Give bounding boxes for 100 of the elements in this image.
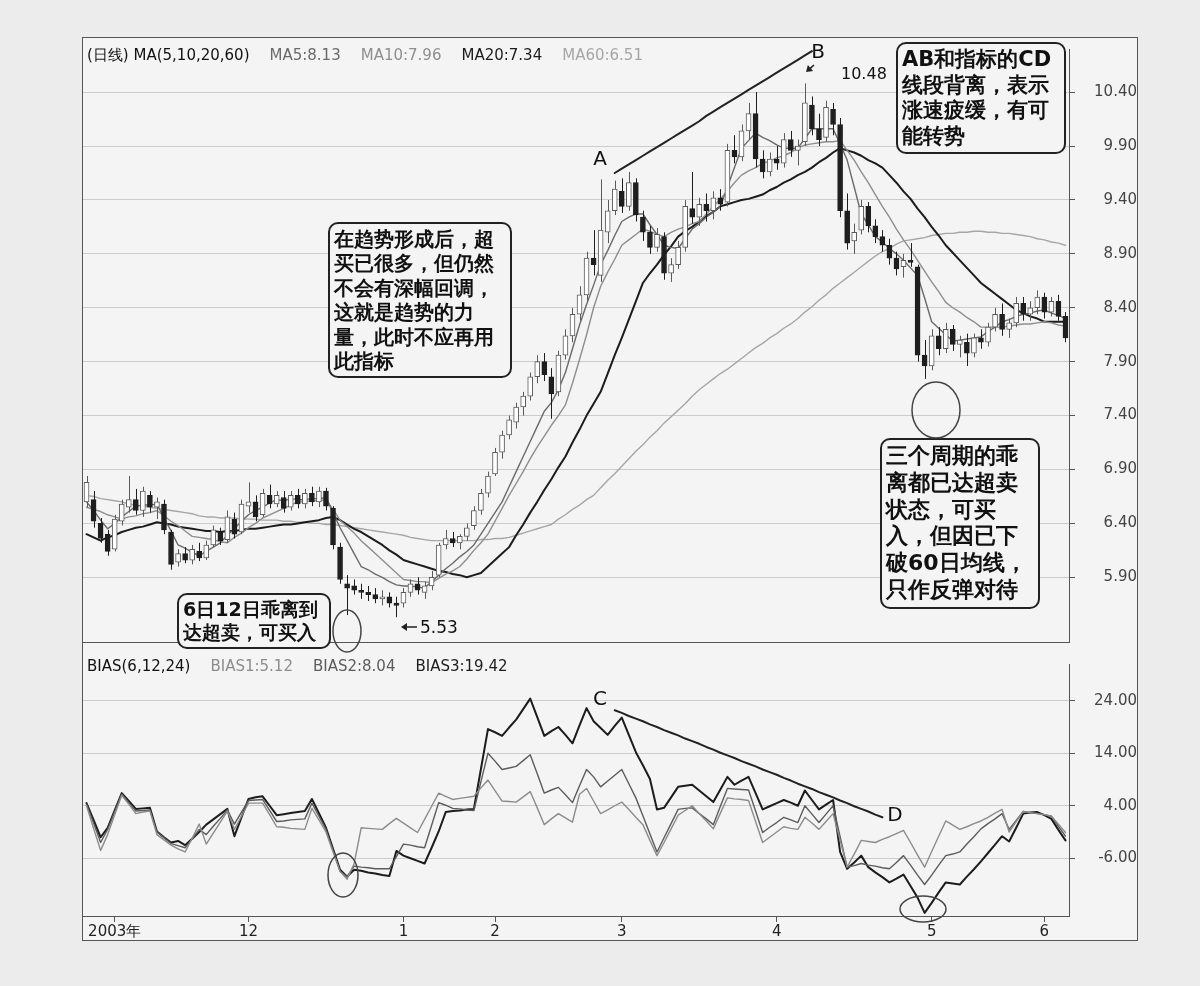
y-tick-label: 10.40: [1094, 82, 1137, 101]
candlestick: [717, 188, 724, 212]
candlestick: [210, 525, 217, 548]
candlestick: [604, 199, 611, 244]
candlestick: [872, 218, 879, 244]
candlestick: [506, 415, 512, 440]
x-tick-label: 6: [1039, 921, 1050, 940]
annotation: AB和指标的CD线段背离，表示涨速疲缓，有可能转势: [896, 42, 1066, 155]
candlestick: [527, 371, 534, 401]
annotation: 在趋势形成后，超买已很多，但仍然不会有深幅回调，这就是趋势的力量，此时不应再用此指标: [328, 222, 512, 379]
annotation: C: [593, 686, 607, 710]
annotation: A: [593, 146, 607, 170]
candlestick: [942, 322, 949, 354]
text: BIAS1:5.12: [210, 657, 293, 675]
x-tick-label: 5: [926, 921, 937, 940]
candlestick: [520, 391, 527, 417]
candlestick: [647, 225, 653, 255]
annotation: B: [811, 39, 825, 63]
candlestick: [154, 497, 160, 520]
y-tick-label: 8.90: [1103, 243, 1137, 262]
candlestick: [865, 201, 872, 233]
candlestick: [689, 171, 696, 225]
candlestick: [668, 257, 674, 283]
y-tick-label: 9.90: [1103, 135, 1137, 154]
candlestick: [1020, 296, 1027, 322]
candlestick: [471, 505, 477, 531]
x-tick-label: 3: [617, 921, 627, 940]
candlestick: [999, 302, 1005, 337]
candlestick: [625, 171, 632, 212]
y-tick-label: 4.00: [1103, 795, 1137, 814]
candlestick: [851, 223, 858, 255]
y-tick-label: 5.90: [1103, 567, 1137, 586]
y-tick-label: 6.40: [1103, 513, 1137, 532]
y-tick-label: 6.90: [1103, 459, 1137, 478]
candlestick: [294, 488, 301, 509]
candlestick: [492, 447, 498, 477]
candlestick: [964, 333, 970, 367]
y-tick-label: 7.40: [1103, 405, 1137, 424]
candlestick: [393, 596, 400, 618]
candlestick: [795, 139, 801, 166]
text: BIAS2:8.04: [312, 657, 396, 675]
x-tick-label: 2: [490, 921, 500, 940]
candlestick: [1034, 290, 1041, 315]
candlestick: [541, 352, 548, 382]
candlestick: [703, 192, 710, 223]
annotation: 5.53: [420, 616, 458, 637]
candlestick: [309, 486, 315, 507]
y-tick-label: 9.40: [1103, 189, 1137, 208]
candlestick: [118, 499, 125, 527]
candlestick: [196, 542, 203, 562]
candlestick: [978, 328, 984, 350]
y-tick-label: 14.00: [1094, 743, 1137, 762]
candlestick: [611, 180, 618, 216]
text: MA20:7.34: [461, 46, 543, 64]
candlestick: [858, 199, 865, 235]
candlestick: [485, 471, 491, 499]
x-tick-label: 2003年: [88, 921, 142, 940]
y-tick-label: 7.90: [1103, 351, 1137, 370]
text: MA10:7.96: [360, 46, 442, 64]
candlestick: [280, 490, 287, 514]
candlestick: [442, 529, 449, 550]
candlestick: [344, 574, 350, 616]
candlestick: [189, 544, 195, 565]
candlestick: [780, 132, 787, 169]
candlestick: [907, 242, 914, 268]
candlestick: [618, 177, 625, 214]
candlestick: [316, 486, 322, 508]
candlestick: [147, 490, 153, 514]
candlestick: [1006, 318, 1012, 339]
candlestick: [809, 95, 815, 136]
candlestick: [203, 540, 210, 561]
text: MA60:6.51: [562, 46, 643, 64]
candlestick: [534, 354, 541, 384]
candlestick: [302, 488, 308, 509]
annotation: 6日12日乖离到达超卖，可买入: [177, 593, 331, 650]
candlestick: [654, 227, 660, 253]
y-tick-label: 24.00: [1094, 690, 1137, 709]
candlestick: [1013, 296, 1020, 328]
y-tick-label: -6.00: [1098, 848, 1137, 867]
candlestick: [971, 333, 977, 358]
annotation: 10.48: [841, 64, 887, 83]
chart-title: (日线) MA(5,10,20,60): [87, 46, 250, 64]
candlestick: [787, 130, 794, 158]
annotation: D: [887, 802, 903, 826]
chart-title: BIAS(6,12,24): [87, 657, 191, 675]
candlestick: [675, 240, 681, 270]
text: BIAS3:19.42: [415, 657, 508, 675]
candlestick: [513, 402, 519, 430]
text: MA5:8.13: [269, 46, 341, 64]
candlestick: [478, 488, 484, 516]
candlestick: [992, 307, 998, 332]
candlestick: [1027, 300, 1034, 322]
candlestick: [957, 335, 963, 358]
candlestick: [766, 152, 773, 177]
candlestick: [132, 488, 139, 516]
candlestick: [323, 487, 329, 511]
candlestick: [773, 145, 780, 171]
candlestick: [830, 102, 836, 136]
candlestick: [935, 326, 942, 356]
candlestick: [499, 430, 505, 460]
